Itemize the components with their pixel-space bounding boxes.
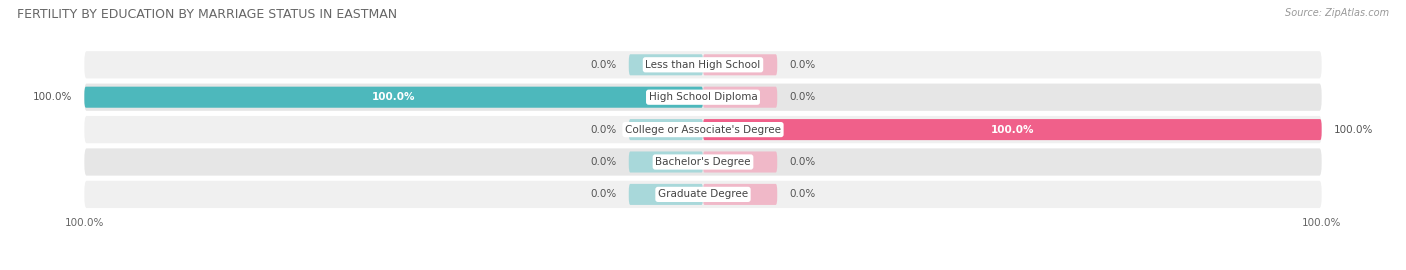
Text: 100.0%: 100.0% [1334, 124, 1374, 135]
FancyBboxPatch shape [84, 148, 1322, 176]
Text: High School Diploma: High School Diploma [648, 92, 758, 102]
Text: 0.0%: 0.0% [790, 92, 815, 102]
Text: 0.0%: 0.0% [790, 60, 815, 70]
Text: 0.0%: 0.0% [591, 124, 616, 135]
Text: FERTILITY BY EDUCATION BY MARRIAGE STATUS IN EASTMAN: FERTILITY BY EDUCATION BY MARRIAGE STATU… [17, 8, 396, 21]
Text: Bachelor's Degree: Bachelor's Degree [655, 157, 751, 167]
FancyBboxPatch shape [703, 87, 778, 108]
Text: College or Associate's Degree: College or Associate's Degree [626, 124, 780, 135]
FancyBboxPatch shape [703, 54, 778, 75]
Text: Source: ZipAtlas.com: Source: ZipAtlas.com [1285, 8, 1389, 18]
FancyBboxPatch shape [84, 181, 1322, 208]
FancyBboxPatch shape [628, 54, 703, 75]
Text: Less than High School: Less than High School [645, 60, 761, 70]
Text: 0.0%: 0.0% [790, 157, 815, 167]
Text: 100.0%: 100.0% [373, 92, 415, 102]
FancyBboxPatch shape [84, 87, 703, 108]
Text: 0.0%: 0.0% [591, 60, 616, 70]
Text: 0.0%: 0.0% [591, 157, 616, 167]
FancyBboxPatch shape [703, 151, 778, 173]
Text: 0.0%: 0.0% [591, 189, 616, 200]
Text: 100.0%: 100.0% [32, 92, 72, 102]
Text: Graduate Degree: Graduate Degree [658, 189, 748, 200]
FancyBboxPatch shape [628, 184, 703, 205]
FancyBboxPatch shape [703, 184, 778, 205]
FancyBboxPatch shape [628, 151, 703, 173]
Text: 100.0%: 100.0% [991, 124, 1033, 135]
FancyBboxPatch shape [703, 119, 1322, 140]
Text: 0.0%: 0.0% [790, 189, 815, 200]
FancyBboxPatch shape [84, 84, 1322, 111]
FancyBboxPatch shape [628, 119, 703, 140]
FancyBboxPatch shape [84, 51, 1322, 78]
FancyBboxPatch shape [84, 116, 1322, 143]
